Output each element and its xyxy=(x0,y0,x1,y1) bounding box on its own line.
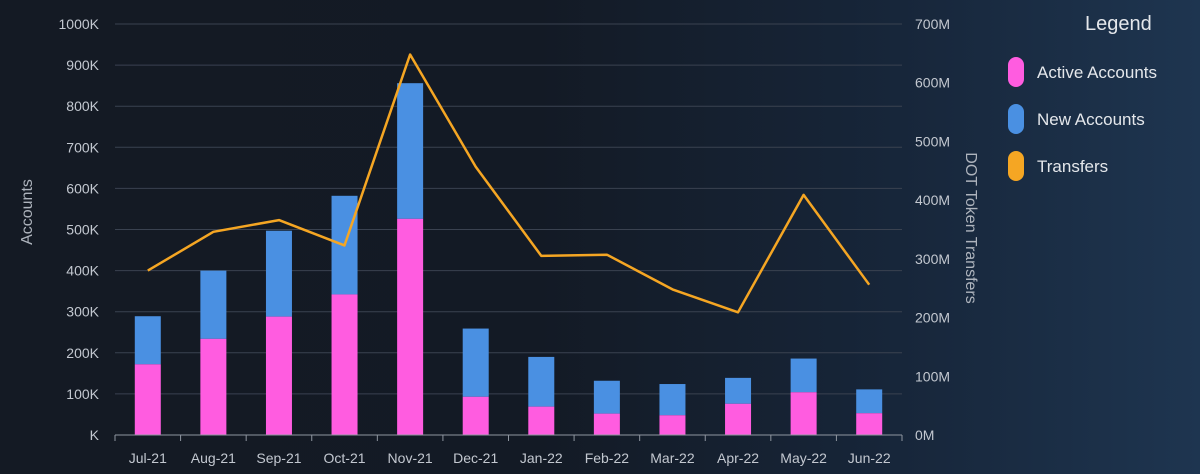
legend-label: Transfers xyxy=(1037,157,1108,176)
legend-label: New Accounts xyxy=(1037,110,1145,129)
bar-new-accounts xyxy=(725,377,752,404)
x-tick-label: Dec-21 xyxy=(453,450,498,466)
bar-new-accounts xyxy=(790,358,817,393)
right-tick-label: 300M xyxy=(915,251,950,267)
right-tick-label: 400M xyxy=(915,192,950,208)
bars xyxy=(134,83,883,435)
gridlines xyxy=(115,23,902,395)
left-tick-label: 900K xyxy=(66,57,99,73)
left-tick-label: 400K xyxy=(66,263,99,279)
x-tick-label: Apr-22 xyxy=(717,450,759,466)
bar-new-accounts xyxy=(593,380,620,414)
transfers-line-group xyxy=(147,53,871,314)
right-tick-label: 500M xyxy=(915,133,950,149)
bar-active-accounts xyxy=(593,413,620,435)
right-tick-label: 0M xyxy=(915,427,934,443)
left-tick-label: K xyxy=(90,427,100,443)
x-tick-label: Oct-21 xyxy=(324,450,366,466)
bar-new-accounts xyxy=(397,83,424,219)
bar-active-accounts xyxy=(331,294,358,435)
left-tick-label: 100K xyxy=(66,386,99,402)
left-tick-label: 200K xyxy=(66,345,99,361)
left-tick-label: 700K xyxy=(66,139,99,155)
x-tick-label: Mar-22 xyxy=(650,450,695,466)
bar-active-accounts xyxy=(397,218,424,435)
x-tick-label: Jul-21 xyxy=(129,450,167,466)
legend-swatch xyxy=(1008,57,1024,87)
bar-active-accounts xyxy=(528,406,555,435)
x-tick-label: May-22 xyxy=(780,450,827,466)
bar-active-accounts xyxy=(134,364,161,435)
bar-new-accounts xyxy=(200,270,227,339)
bar-active-accounts xyxy=(659,415,686,435)
left-tick-label: 1000K xyxy=(59,16,100,32)
left-axis-title: Accounts xyxy=(19,179,36,245)
x-axis: Jul-21 Aug-21 Sep-21 Oct-21 Nov-21 Dec-21 Jan-… xyxy=(114,434,903,466)
x-tick-label: Aug-21 xyxy=(191,450,236,466)
legend-title: Legend xyxy=(1085,13,1152,35)
bar-active-accounts xyxy=(790,392,817,435)
left-axis: K 100K 200K 300K 400K 500K 600K 700K 800K 900K 100… xyxy=(59,16,100,443)
legend-swatch xyxy=(1008,151,1024,181)
bar-new-accounts xyxy=(659,384,686,416)
bar-new-accounts xyxy=(856,389,883,414)
bar-new-accounts xyxy=(134,316,161,365)
bar-active-accounts xyxy=(265,316,292,435)
transfers-line xyxy=(147,53,871,314)
right-tick-label: 200M xyxy=(915,310,950,326)
legend-swatch xyxy=(1008,104,1024,134)
bar-active-accounts xyxy=(462,396,489,435)
x-tick-label: Jun-22 xyxy=(848,450,891,466)
x-tick-label: Nov-21 xyxy=(388,450,433,466)
x-tick-label: Jan-22 xyxy=(520,450,563,466)
x-tick-label: Sep-21 xyxy=(256,450,301,466)
right-tick-label: 100M xyxy=(915,368,950,384)
left-tick-label: 600K xyxy=(66,180,99,196)
right-tick-label: 700M xyxy=(915,16,950,32)
bar-new-accounts xyxy=(265,230,292,317)
bar-new-accounts xyxy=(462,328,489,397)
left-tick-label: 300K xyxy=(66,304,99,320)
right-axis-title: DOT Token Transfers xyxy=(962,152,979,303)
right-tick-label: 600M xyxy=(915,75,950,91)
bar-new-accounts xyxy=(528,356,555,407)
bar-active-accounts xyxy=(200,338,227,435)
legend-label: Active Accounts xyxy=(1037,63,1157,82)
bar-active-accounts xyxy=(856,413,883,435)
left-tick-label: 500K xyxy=(66,222,99,238)
x-tick-label: Feb-22 xyxy=(585,450,630,466)
left-tick-label: 800K xyxy=(66,98,99,114)
legend: Legend Active Accounts New Accounts Transf… xyxy=(1008,13,1157,181)
bar-active-accounts xyxy=(725,403,752,435)
right-axis: 0M 100M 200M 300M 400M 500M 600M 700M xyxy=(915,16,950,443)
